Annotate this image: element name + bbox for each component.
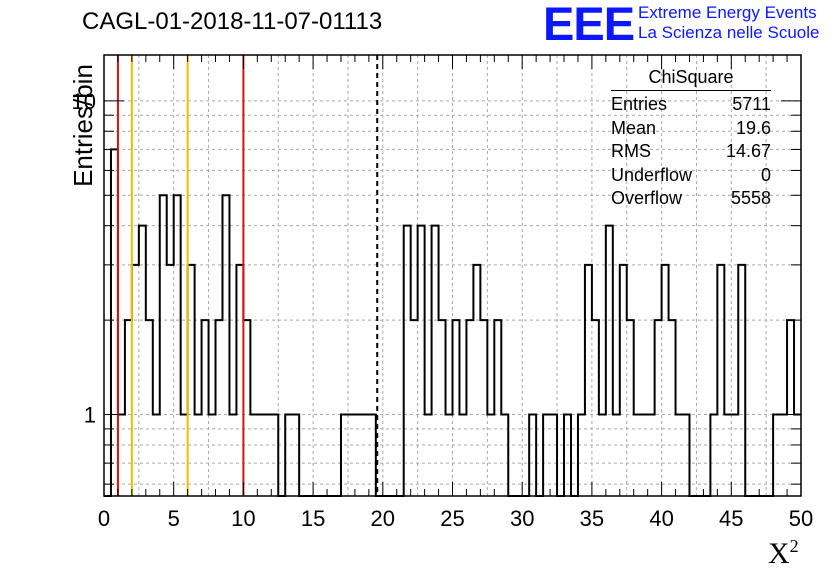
x-tick-label: 50 — [789, 506, 813, 531]
stats-value: 19.6 — [735, 117, 771, 138]
x-tick-label: 30 — [510, 506, 534, 531]
y-axis-label: Entries/bin — [67, 64, 98, 187]
stats-divider — [611, 90, 771, 91]
stats-row-rms: RMS 14.67 — [611, 140, 771, 164]
y-tick-label: 1 — [84, 403, 96, 428]
stats-row-mean: Mean 19.6 — [611, 117, 771, 141]
stats-value: 14.67 — [725, 141, 771, 161]
stats-row-underflow: Underflow 0 — [611, 164, 771, 188]
axis-ticks — [103, 55, 802, 496]
logo-line-1: Extreme Energy Events — [638, 3, 817, 22]
stats-label: Overflow — [611, 188, 683, 208]
logo-line-2: La Scienza nelle Scuole — [638, 23, 820, 42]
stats-value: 5558 — [730, 188, 771, 208]
stats-value: 5711 — [732, 94, 771, 114]
grid-lines — [104, 55, 801, 496]
stats-label: Entries — [611, 94, 668, 114]
x-tick-label: 15 — [301, 506, 325, 531]
stats-label: Mean — [611, 117, 657, 138]
x-tick-label: 5 — [168, 506, 180, 531]
x-tick-label: 10 — [231, 506, 255, 531]
x-axis-label-superscript: 2 — [789, 536, 799, 556]
x-tick-label: 35 — [580, 506, 604, 531]
y-tick-label: 10 — [72, 89, 96, 114]
stats-label: RMS — [611, 141, 651, 161]
x-tick-label: 45 — [719, 506, 743, 531]
x-tick-label: 25 — [440, 506, 464, 531]
y-tick-labels: 1 10 — [72, 89, 96, 428]
reference-lines — [116, 55, 379, 496]
chart-title: CAGL-01-2018-11-07-01113 — [82, 8, 383, 35]
x-tick-label: 20 — [371, 506, 395, 531]
histogram-series — [104, 148, 801, 497]
x-tick-label: 0 — [98, 506, 110, 531]
stats-title: ChiSquare — [648, 67, 734, 87]
x-axis-label-base: X — [768, 537, 790, 570]
x-axis-label: X2 — [768, 536, 799, 571]
eee-logo: EEE — [543, 0, 635, 50]
stats-label: Underflow — [611, 164, 693, 185]
stats-value: 0 — [760, 164, 771, 185]
stats-row-entries: Entries 5711 — [611, 93, 771, 117]
stats-box: ChiSquare Entries 5711 Mean 19.6 RMS 14.… — [611, 67, 771, 211]
x-tick-labels: 0 5 10 15 20 25 30 35 40 45 50 — [98, 506, 813, 531]
x-tick-label: 40 — [649, 506, 673, 531]
stats-row-overflow: Overflow 5558 — [611, 187, 771, 211]
